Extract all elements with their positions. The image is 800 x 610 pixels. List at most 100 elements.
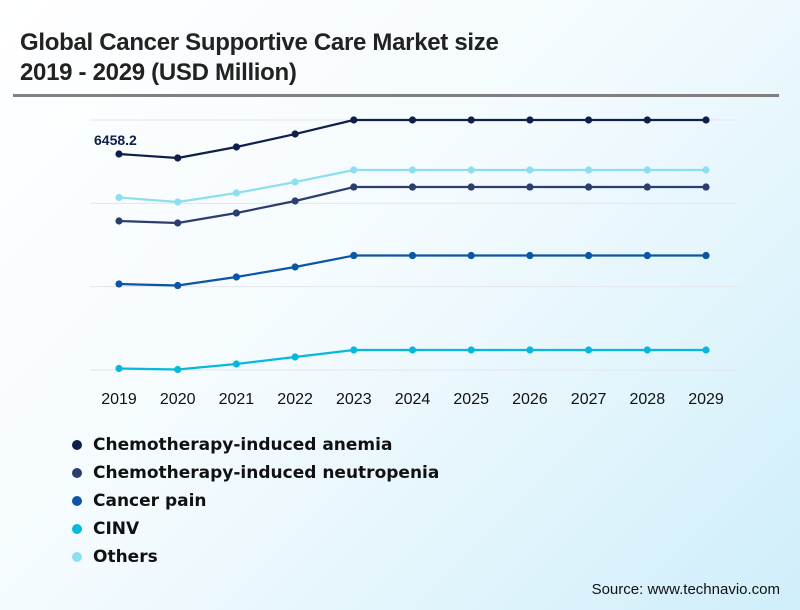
gridlines [90, 119, 737, 371]
data-point [174, 219, 182, 227]
data-point [467, 166, 475, 174]
data-point [174, 281, 182, 290]
data-point [643, 166, 651, 174]
data-point [232, 273, 240, 281]
title-divider [13, 94, 779, 97]
data-point [408, 166, 417, 174]
legend-marker-icon [72, 468, 82, 478]
data-point [643, 116, 651, 124]
legend-label: Cancer pain [93, 491, 207, 511]
data-point [643, 183, 651, 191]
data-point [702, 346, 710, 354]
annotations: 6458.2 [94, 132, 137, 148]
legend-marker-icon [72, 552, 82, 562]
chart-title-line1: Global Cancer Supportive Care Market siz… [20, 29, 499, 56]
data-point [643, 251, 651, 260]
series-lines [115, 116, 710, 374]
data-point [350, 116, 358, 124]
x-tick-label: 2026 [512, 391, 548, 408]
data-point [115, 217, 123, 225]
data-point [702, 116, 710, 124]
x-tick-label: 2029 [688, 391, 724, 408]
legend-marker-icon [72, 440, 82, 450]
series-line [118, 254, 706, 287]
data-point [526, 166, 534, 174]
legend-label: Chemotherapy-induced anemia [93, 435, 393, 455]
data-point [408, 346, 417, 354]
data-point [350, 346, 358, 354]
series-chemotherapy-induced-neutropenia [115, 183, 710, 227]
data-point [232, 143, 240, 151]
legend-item: Chemotherapy-induced anemia [72, 431, 439, 459]
x-tick-label: 2020 [160, 391, 196, 408]
series-line [118, 118, 706, 160]
data-point [408, 183, 417, 191]
x-tick-label: 2025 [453, 391, 489, 408]
data-point [174, 365, 182, 374]
x-tick-label: 2027 [571, 391, 607, 408]
data-point [526, 183, 534, 191]
data-point [585, 166, 593, 174]
data-point [585, 183, 593, 191]
data-point [350, 183, 358, 191]
legend-marker-icon [72, 496, 82, 506]
data-point [174, 154, 182, 162]
legend-item: Others [72, 543, 439, 571]
chart-title-line2: 2019 - 2029 (USD Million) [20, 59, 297, 86]
chart-title: Global Cancer Supportive Care Market siz… [20, 28, 499, 88]
data-point [115, 150, 123, 158]
legend-marker-icon [72, 524, 82, 534]
data-point [526, 251, 534, 260]
data-point [350, 251, 358, 260]
data-point [467, 346, 475, 354]
data-point [585, 346, 593, 354]
data-point [291, 353, 299, 361]
data-point [408, 251, 417, 260]
x-tick-label: 2023 [336, 391, 372, 408]
data-point [408, 116, 417, 124]
series-chemotherapy-induced-anemia [115, 116, 710, 162]
legend-label: Others [93, 547, 158, 567]
x-tick-label: 2028 [630, 391, 666, 408]
data-point [115, 364, 123, 373]
data-point [526, 116, 534, 124]
data-point [467, 251, 475, 260]
data-point [702, 166, 710, 174]
data-point [702, 183, 710, 191]
legend-item: Chemotherapy-induced neutropenia [72, 459, 439, 487]
data-point [526, 346, 534, 354]
source-credit: Source: www.technavio.com [591, 581, 780, 598]
data-point [467, 183, 475, 191]
series-others [115, 166, 710, 206]
data-point [291, 197, 299, 205]
data-point [585, 251, 593, 260]
data-point [174, 198, 182, 206]
legend-label: CINV [93, 519, 140, 539]
data-point [232, 209, 240, 217]
data-point [232, 360, 240, 368]
x-tick-label: 2021 [219, 391, 255, 408]
x-tick-label: 2024 [395, 391, 431, 408]
x-tick-label: 2022 [277, 391, 313, 408]
data-point [115, 280, 123, 288]
x-tick-label: 2019 [101, 391, 137, 408]
data-point [291, 263, 299, 271]
legend-label: Chemotherapy-induced neutropenia [93, 463, 440, 483]
legend: Chemotherapy-induced anemia Chemotherapy-… [72, 431, 439, 571]
data-point [585, 116, 593, 124]
data-point [232, 189, 240, 197]
data-point [643, 346, 651, 354]
data-point [350, 166, 358, 174]
x-axis-ticks: 2019 2020 2021 2022 2023 2024 2025 2026 2027 2028… [101, 391, 724, 408]
legend-item: Cancer pain [72, 487, 439, 515]
data-point [702, 251, 710, 260]
series-cinv [115, 346, 710, 374]
data-label: 6458.2 [94, 132, 137, 148]
legend-item: CINV [72, 515, 439, 543]
data-point [291, 130, 299, 138]
series-line [118, 185, 706, 225]
data-point [467, 116, 475, 124]
data-point [291, 178, 299, 186]
series-cancer-pain [115, 251, 710, 290]
